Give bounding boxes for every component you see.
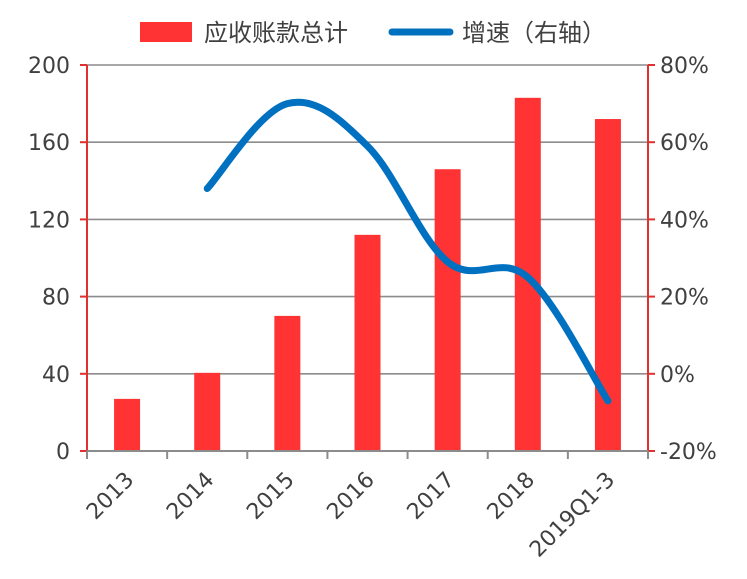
x-tick-label: 2017 bbox=[403, 468, 460, 525]
bar-2014 bbox=[194, 372, 221, 451]
growth-line bbox=[203, 98, 612, 405]
y-left-tick-label: 200 bbox=[28, 54, 70, 79]
y-right-tick-label: 40% bbox=[660, 208, 709, 233]
bar-2017 bbox=[434, 169, 461, 451]
y-left-tick-label: 120 bbox=[28, 208, 70, 233]
y-right-tick-label: 20% bbox=[660, 286, 709, 311]
x-tick-label: 2013 bbox=[82, 468, 139, 525]
x-tick-label: 2019Q1-3 bbox=[525, 468, 620, 563]
y-right-tick-label: 0% bbox=[660, 363, 695, 388]
y-left-tick-label: 40 bbox=[42, 363, 70, 388]
bar-series bbox=[114, 97, 621, 451]
bar-2015 bbox=[274, 315, 301, 451]
gridlines bbox=[87, 64, 648, 375]
legend: 应收账款总计 增速（右轴） bbox=[140, 19, 606, 47]
bar-2016 bbox=[354, 234, 381, 451]
y-left-tick-label: 160 bbox=[28, 131, 70, 156]
y-right-tick-label: 60% bbox=[660, 131, 709, 156]
y-left-tick-label: 80 bbox=[42, 286, 70, 311]
bar-2013 bbox=[114, 398, 141, 451]
line-series bbox=[203, 98, 612, 405]
y-left-tick-label: 0 bbox=[56, 440, 70, 465]
y-right-tick-label: -20% bbox=[660, 440, 717, 465]
y-left-tick-labels: 0 40 80 120 160 200 bbox=[28, 54, 70, 465]
x-tick-label: 2016 bbox=[322, 468, 379, 525]
x-tick-label: 2015 bbox=[242, 468, 299, 525]
y-right-tick-label: 80% bbox=[660, 54, 709, 79]
x-tick-label: 2018 bbox=[483, 468, 540, 525]
axes bbox=[80, 64, 655, 459]
y-right-tick-labels: -20% 0% 20% 40% 60% 80% bbox=[660, 54, 717, 465]
x-tick-label: 2014 bbox=[162, 468, 219, 525]
legend-bar-swatch bbox=[140, 22, 192, 42]
legend-bar-label: 应收账款总计 bbox=[204, 19, 348, 47]
legend-line-label: 增速（右轴） bbox=[462, 19, 606, 47]
